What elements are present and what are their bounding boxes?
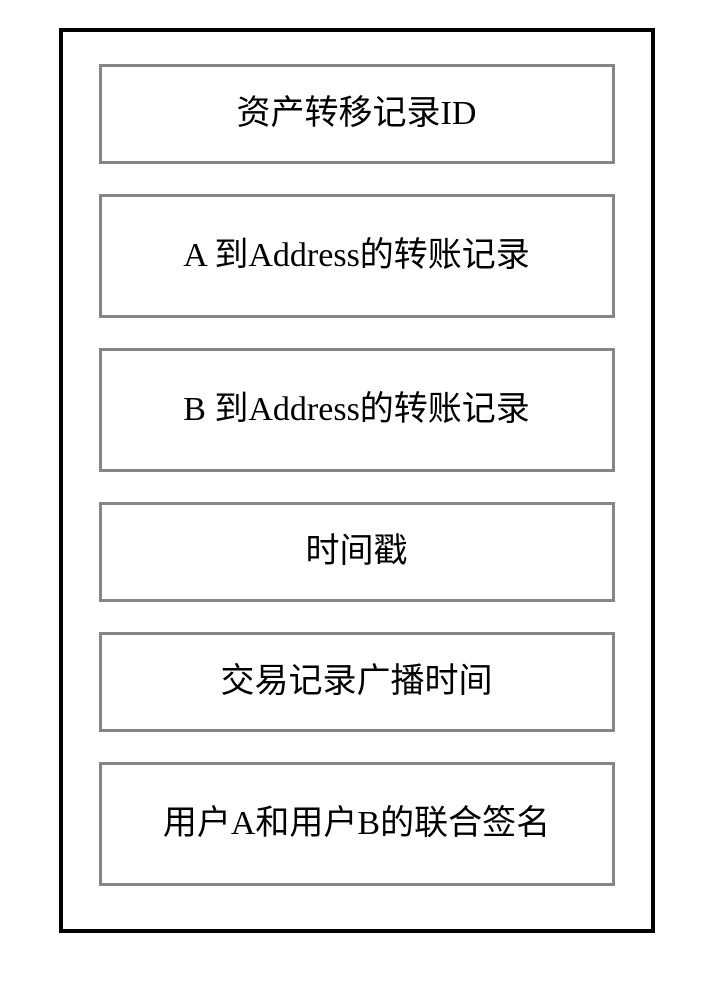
box-label: 时间戳 bbox=[116, 531, 598, 574]
box-timestamp: 时间戳 bbox=[99, 502, 615, 602]
box-label: 资产转移记录ID bbox=[116, 93, 598, 136]
box-a-to-address-record: A 到Address的转账记录 bbox=[99, 194, 615, 318]
box-label: A 到Address的转账记录 bbox=[116, 235, 598, 278]
box-label: 交易记录广播时间 bbox=[116, 661, 598, 704]
box-label: 用户A和用户B的联合签名 bbox=[116, 803, 598, 846]
box-joint-signature: 用户A和用户B的联合签名 bbox=[99, 762, 615, 886]
box-asset-transfer-id: 资产转移记录ID bbox=[99, 64, 615, 164]
box-b-to-address-record: B 到Address的转账记录 bbox=[99, 348, 615, 472]
box-label: B 到Address的转账记录 bbox=[116, 389, 598, 432]
diagram-frame: 资产转移记录ID A 到Address的转账记录 B 到Address的转账记录… bbox=[59, 28, 655, 933]
box-broadcast-time: 交易记录广播时间 bbox=[99, 632, 615, 732]
